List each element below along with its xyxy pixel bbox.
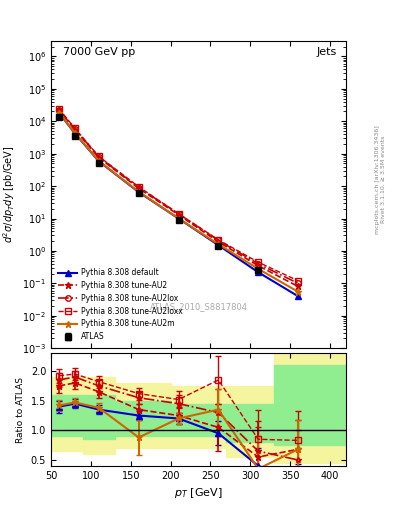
Legend: Pythia 8.308 default, Pythia 8.308 tune-AU2, Pythia 8.308 tune-AU2lox, Pythia 8.: Pythia 8.308 default, Pythia 8.308 tune-… bbox=[55, 265, 185, 345]
Pythia 8.308 tune-AU2loxx bbox=[176, 211, 181, 217]
Line: Pythia 8.308 default: Pythia 8.308 default bbox=[56, 110, 301, 299]
Pythia 8.308 tune-AU2m bbox=[73, 130, 77, 136]
Pythia 8.308 tune-AU2 bbox=[73, 126, 77, 133]
Pythia 8.308 tune-AU2m bbox=[296, 289, 300, 295]
Pythia 8.308 tune-AU2loxx bbox=[256, 259, 261, 265]
Pythia 8.308 tune-AU2m bbox=[256, 266, 261, 272]
Pythia 8.308 tune-AU2lox bbox=[256, 261, 261, 267]
Pythia 8.308 tune-AU2loxx bbox=[73, 125, 77, 132]
Pythia 8.308 tune-AU2loxx bbox=[57, 106, 61, 112]
Line: Pythia 8.308 tune-AU2loxx: Pythia 8.308 tune-AU2loxx bbox=[56, 106, 301, 284]
Pythia 8.308 tune-AU2m bbox=[176, 216, 181, 222]
Pythia 8.308 tune-AU2loxx bbox=[216, 237, 221, 243]
Pythia 8.308 tune-AU2loxx bbox=[296, 278, 300, 284]
Pythia 8.308 default bbox=[256, 269, 261, 275]
Pythia 8.308 tune-AU2lox bbox=[136, 184, 141, 190]
Pythia 8.308 tune-AU2loxx bbox=[97, 154, 101, 160]
Text: mcplots.cern.ch [arXiv:1306.3436]: mcplots.cern.ch [arXiv:1306.3436] bbox=[375, 125, 380, 233]
Pythia 8.308 default bbox=[97, 158, 101, 164]
Pythia 8.308 tune-AU2lox bbox=[216, 238, 221, 244]
Pythia 8.308 default bbox=[73, 131, 77, 137]
Text: Jets: Jets bbox=[317, 47, 337, 57]
Pythia 8.308 tune-AU2 bbox=[176, 212, 181, 218]
Pythia 8.308 tune-AU2lox bbox=[73, 126, 77, 132]
Pythia 8.308 default bbox=[136, 189, 141, 195]
Y-axis label: Ratio to ATLAS: Ratio to ATLAS bbox=[16, 377, 25, 442]
Pythia 8.308 tune-AU2m bbox=[216, 241, 221, 247]
Pythia 8.308 tune-AU2lox bbox=[176, 211, 181, 217]
Pythia 8.308 tune-AU2lox bbox=[97, 154, 101, 160]
Text: ATLAS_2010_S8817804: ATLAS_2010_S8817804 bbox=[149, 302, 248, 311]
Pythia 8.308 tune-AU2lox bbox=[57, 106, 61, 113]
Line: Pythia 8.308 tune-AU2lox: Pythia 8.308 tune-AU2lox bbox=[56, 107, 301, 286]
Pythia 8.308 tune-AU2loxx bbox=[136, 184, 141, 190]
Text: 7000 GeV pp: 7000 GeV pp bbox=[63, 47, 135, 57]
Pythia 8.308 tune-AU2 bbox=[136, 185, 141, 191]
Line: Pythia 8.308 tune-AU2m: Pythia 8.308 tune-AU2m bbox=[55, 109, 301, 295]
Pythia 8.308 tune-AU2 bbox=[256, 263, 261, 269]
Pythia 8.308 tune-AU2m bbox=[97, 158, 101, 164]
Line: Pythia 8.308 tune-AU2: Pythia 8.308 tune-AU2 bbox=[55, 106, 301, 290]
Y-axis label: $d^2\sigma/dp_T dy$ [pb/GeV]: $d^2\sigma/dp_T dy$ [pb/GeV] bbox=[1, 146, 17, 243]
Pythia 8.308 default bbox=[57, 110, 61, 116]
Pythia 8.308 tune-AU2 bbox=[97, 155, 101, 161]
Pythia 8.308 tune-AU2lox bbox=[296, 280, 300, 286]
Pythia 8.308 tune-AU2m bbox=[57, 110, 61, 116]
Pythia 8.308 tune-AU2 bbox=[216, 239, 221, 245]
Pythia 8.308 default bbox=[296, 293, 300, 300]
Pythia 8.308 tune-AU2m bbox=[136, 188, 141, 195]
Pythia 8.308 default bbox=[176, 216, 181, 222]
Pythia 8.308 default bbox=[216, 242, 221, 248]
Text: Rivet 3.1.10, ≥ 3.5M events: Rivet 3.1.10, ≥ 3.5M events bbox=[381, 136, 386, 223]
Pythia 8.308 tune-AU2 bbox=[296, 284, 300, 290]
X-axis label: $p_T$ [GeV]: $p_T$ [GeV] bbox=[174, 486, 223, 500]
Pythia 8.308 tune-AU2 bbox=[57, 107, 61, 113]
